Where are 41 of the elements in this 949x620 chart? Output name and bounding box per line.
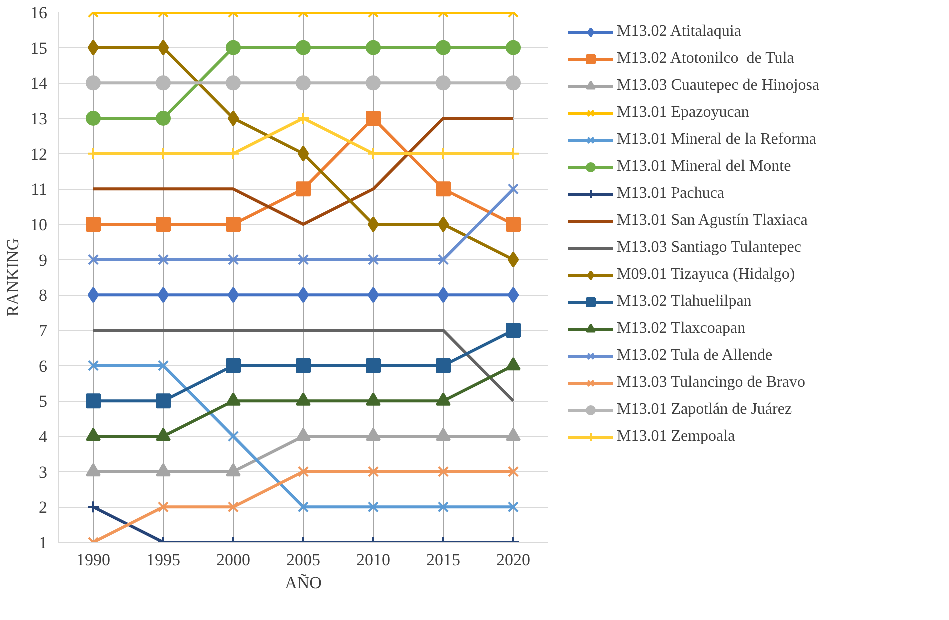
y-tick-label: 11 <box>31 180 48 200</box>
legend-label: M13.02 Tula de Allende <box>617 347 773 365</box>
legend-label: M09.01 Tizayuca (Hidalgo) <box>617 266 796 284</box>
legend-label: M13.02 Tlahuelilpan <box>617 293 752 311</box>
y-tick-label: 14 <box>30 74 48 94</box>
y-axis-title: RANKING <box>4 238 22 317</box>
x-tick-label: 2005 <box>286 550 320 570</box>
y-tick-label: 2 <box>39 498 48 518</box>
y-tick-label: 15 <box>30 38 48 58</box>
legend-label: M13.01 Mineral del Monte <box>617 158 792 176</box>
y-tick-label: 5 <box>39 392 48 412</box>
y-tick-label: 6 <box>39 356 48 376</box>
legend-label: M13.01 Zapotlán de Juárez <box>617 401 792 419</box>
y-tick-label: 8 <box>39 286 48 306</box>
y-tick-label: 1 <box>39 534 48 552</box>
legend-label: M13.01 Mineral de la Reforma <box>617 131 816 149</box>
y-tick-label: 3 <box>39 462 48 482</box>
x-tick-label: 2000 <box>216 550 250 570</box>
y-tick-label: 9 <box>39 250 48 270</box>
legend-label: M13.01 Epazoyucan <box>617 104 750 122</box>
y-tick-label: 7 <box>39 322 48 340</box>
legend-label: M13.01 Zempoala <box>617 428 736 446</box>
legend-label: M13.01 Pachuca <box>617 185 725 203</box>
x-axis-title: AÑO <box>285 574 322 592</box>
legend-label: M13.01 San Agustín Tlaxiaca <box>617 212 808 230</box>
legend-label: M13.02 Atotonilco de Tula <box>617 50 794 68</box>
legend-label: M13.02 Tlaxcoapan <box>617 320 746 338</box>
x-tick-label: 2015 <box>426 550 460 570</box>
y-tick-label: 10 <box>30 216 48 234</box>
x-tick-label: 2010 <box>356 550 390 570</box>
legend-label: M13.03 Tulancingo de Bravo <box>617 374 806 392</box>
legend-label: M13.03 Santiago Tulantepec <box>617 239 802 257</box>
legend-label: M13.02 Atitalaquia <box>617 23 742 41</box>
x-tick-label: 1995 <box>146 550 180 570</box>
y-tick-label: 12 <box>30 144 48 164</box>
x-tick-label: 2020 <box>496 550 530 570</box>
y-tick-label: 4 <box>39 428 48 446</box>
y-tick-label: 13 <box>30 110 48 128</box>
legend-label: M13.03 Cuautepec de Hinojosa <box>617 77 820 95</box>
y-tick-label: 16 <box>30 4 48 22</box>
x-tick-label: 1990 <box>76 550 110 570</box>
